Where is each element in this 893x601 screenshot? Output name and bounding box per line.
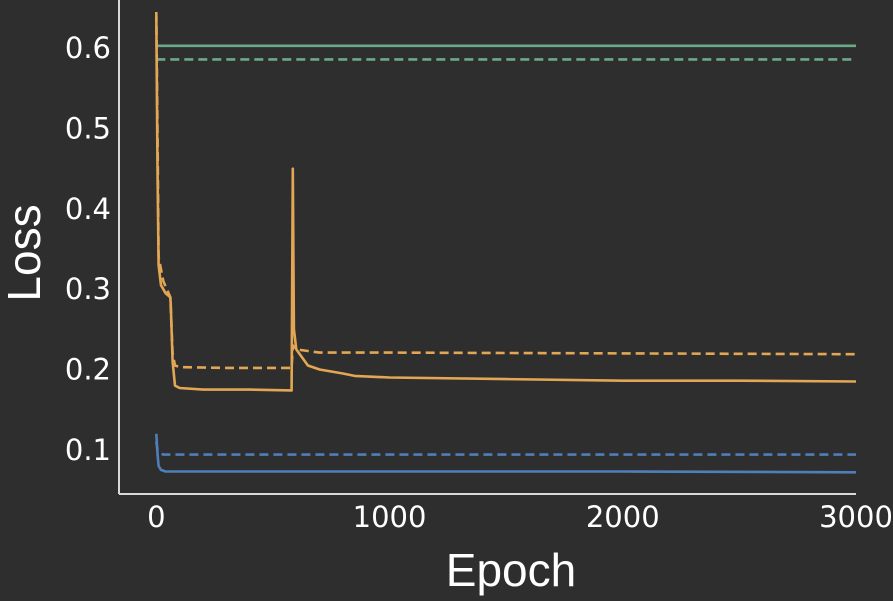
x-tick-label: 0 [147, 500, 165, 534]
y-tick-label: 0.1 [65, 433, 111, 467]
ticks-layer: 0 1000 2000 3000 0.1 0.2 0.3 0.4 0.5 0.6 [65, 31, 893, 534]
y-tick-label: 0.4 [65, 192, 111, 226]
x-tick-label: 1000 [353, 500, 427, 534]
series-line-5 [155, 433, 857, 474]
x-axis-label: Epoch [446, 544, 576, 596]
axes-layer [118, 0, 856, 495]
y-tick-label: 0.2 [65, 352, 111, 386]
y-tick-label: 0.5 [65, 112, 111, 146]
x-tick-label: 3000 [819, 500, 893, 534]
series-line-6 [155, 441, 856, 456]
y-tick-label: 0.6 [65, 31, 111, 65]
series-line-3 [155, 16, 857, 392]
series-line-4 [155, 11, 857, 370]
series-layer [155, 11, 857, 474]
y-tick-label: 0.3 [65, 272, 111, 306]
x-tick-label: 2000 [586, 500, 660, 534]
y-axis-label: Loss [0, 204, 50, 301]
